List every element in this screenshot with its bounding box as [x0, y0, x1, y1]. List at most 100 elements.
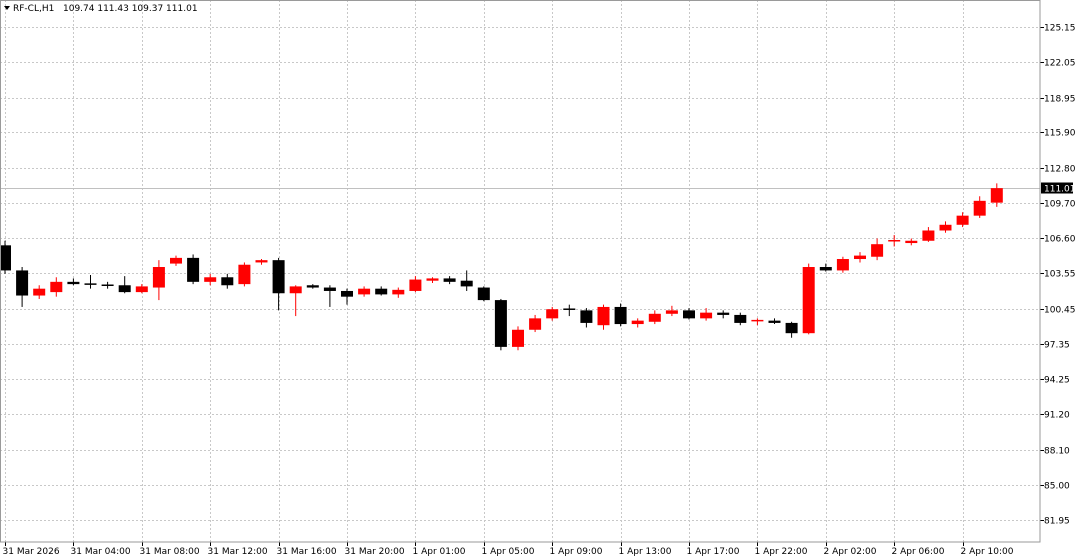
candle	[973, 196, 986, 218]
x-tick-label: 31 Mar 20:00	[345, 547, 405, 557]
symbol-label: RF-CL,H1	[13, 4, 54, 14]
candle	[67, 278, 80, 286]
candle	[341, 288, 353, 305]
candle-body	[854, 255, 866, 260]
chart-frame	[0, 0, 1041, 543]
x-tick-label: 1 Apr 22:00	[755, 547, 808, 557]
candle	[785, 321, 798, 338]
candle	[306, 284, 319, 289]
candle-body	[221, 277, 234, 286]
candle	[631, 318, 644, 328]
candle-body	[255, 260, 268, 263]
candle-body	[392, 289, 405, 295]
candle	[751, 318, 764, 326]
candle-body	[665, 310, 678, 314]
candle	[33, 285, 46, 299]
candle	[101, 281, 114, 289]
candle	[323, 285, 336, 307]
candle-body	[341, 290, 353, 297]
candle-body	[289, 286, 302, 294]
candle	[0, 240, 11, 274]
candle-body	[272, 260, 285, 294]
candle-body	[460, 280, 473, 287]
candle-body	[50, 281, 63, 293]
candle-body	[170, 257, 182, 264]
candle-body	[700, 312, 713, 319]
candle	[700, 308, 713, 321]
candle-body	[323, 287, 336, 291]
y-tick-label: 94.25	[1044, 376, 1070, 386]
x-tick-label: 1 Apr 17:00	[687, 547, 740, 557]
candle	[221, 273, 234, 289]
candle-body	[631, 320, 644, 325]
candle	[871, 238, 884, 261]
x-tick-label: 31 Mar 04:00	[71, 547, 131, 557]
candle	[922, 227, 935, 242]
candle-body	[0, 245, 11, 271]
candle	[854, 252, 866, 263]
x-tick-label: 2 Apr 02:00	[824, 547, 877, 557]
candle-body	[546, 309, 559, 319]
candle	[802, 263, 815, 335]
y-tick-label: 125.15	[1044, 24, 1076, 34]
candle	[819, 263, 832, 272]
dropdown-triangle-icon[interactable]	[4, 6, 10, 10]
x-tick-label: 1 Apr 05:00	[482, 547, 535, 557]
candle	[118, 276, 131, 294]
x-tick-label: 1 Apr 09:00	[550, 547, 603, 557]
candle	[614, 303, 627, 327]
candle	[392, 287, 405, 298]
candle	[50, 277, 63, 297]
candle-body	[597, 306, 610, 326]
candle-body	[118, 285, 131, 293]
candle-body	[717, 312, 730, 315]
candle-body	[238, 264, 251, 285]
y-tick-label: 81.95	[1044, 517, 1070, 527]
candle-body	[922, 230, 935, 241]
candle	[204, 273, 217, 286]
candle	[358, 286, 371, 297]
candle-body	[529, 318, 542, 330]
candle	[546, 306, 559, 321]
candle-body	[956, 215, 969, 225]
current-price-badge: 111.01	[1041, 182, 1076, 195]
candle-body	[135, 286, 148, 293]
candle	[990, 183, 1003, 207]
candle	[409, 276, 422, 293]
candle-body	[768, 320, 781, 323]
candle-body	[819, 267, 832, 271]
y-tick-label: 112.80	[1044, 165, 1076, 175]
candle-body	[426, 278, 439, 281]
candle-body	[734, 314, 747, 323]
candle-body	[802, 267, 815, 334]
candle	[956, 212, 969, 228]
x-tick-label: 31 Mar 2026	[3, 547, 60, 557]
candle	[717, 310, 730, 319]
candle	[734, 312, 747, 326]
candle	[683, 308, 695, 320]
y-tick-label: 85.00	[1044, 482, 1070, 492]
candle-body	[614, 306, 627, 325]
candle-body	[375, 288, 388, 295]
candle	[512, 326, 524, 351]
candle-body	[683, 310, 695, 319]
y-tick-label: 109.70	[1044, 200, 1076, 210]
price-axis: 125.15 122.05 118.95 115.90 112.80 109.70 106.…	[1040, 24, 1076, 527]
x-tick-label: 1 Apr 13:00	[619, 547, 672, 557]
candle-body	[409, 279, 422, 291]
candle	[580, 308, 593, 328]
candle	[665, 305, 678, 317]
candle	[648, 310, 661, 325]
candle	[597, 304, 610, 330]
candle-body	[648, 313, 661, 322]
candle	[529, 314, 542, 333]
y-tick-label: 100.45	[1044, 306, 1076, 316]
time-axis: 31 Mar 2026 31 Mar 04:00 31 Mar 08:00 31 Ma…	[3, 542, 1014, 557]
candle-body	[204, 277, 217, 282]
candle-body	[512, 329, 524, 347]
candle	[426, 277, 439, 283]
candle-body	[785, 322, 798, 334]
